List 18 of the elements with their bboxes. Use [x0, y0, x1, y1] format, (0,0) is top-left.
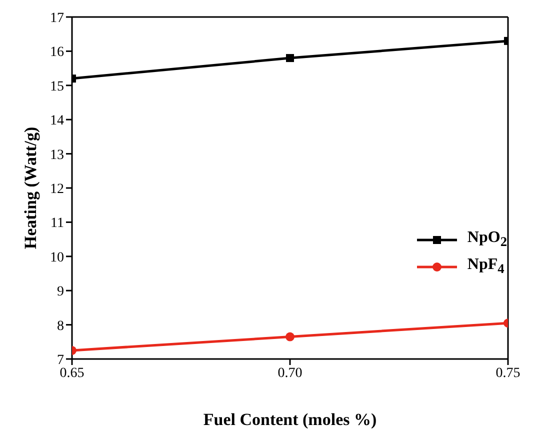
y-tick-label: 12: [50, 182, 64, 197]
y-tick-label: 17: [50, 10, 64, 26]
y-tick-label: 14: [50, 114, 64, 129]
y-tick-label: 13: [50, 148, 64, 163]
y-tick-label: 8: [57, 318, 64, 334]
y-tick-label: 10: [50, 250, 64, 266]
x-axis-title: Fuel Content (moles %): [203, 410, 377, 430]
x-tick-label: 0.70: [278, 366, 302, 381]
legend-label: NpO$_{2}$: [467, 229, 507, 250]
legend-label: NpF$_{4}$: [467, 256, 504, 278]
x-tick-label: 0.75: [496, 366, 520, 381]
x-tick-label: 0.65: [60, 366, 84, 381]
y-axis-title: Heating (Watt/g): [21, 126, 40, 250]
y-tick-label: 11: [50, 216, 64, 232]
y-tick-label: 16: [50, 45, 64, 60]
y-tick-label: 7: [57, 352, 64, 368]
y-tick-label: 9: [57, 284, 64, 300]
y-tick-label: 15: [50, 79, 64, 94]
